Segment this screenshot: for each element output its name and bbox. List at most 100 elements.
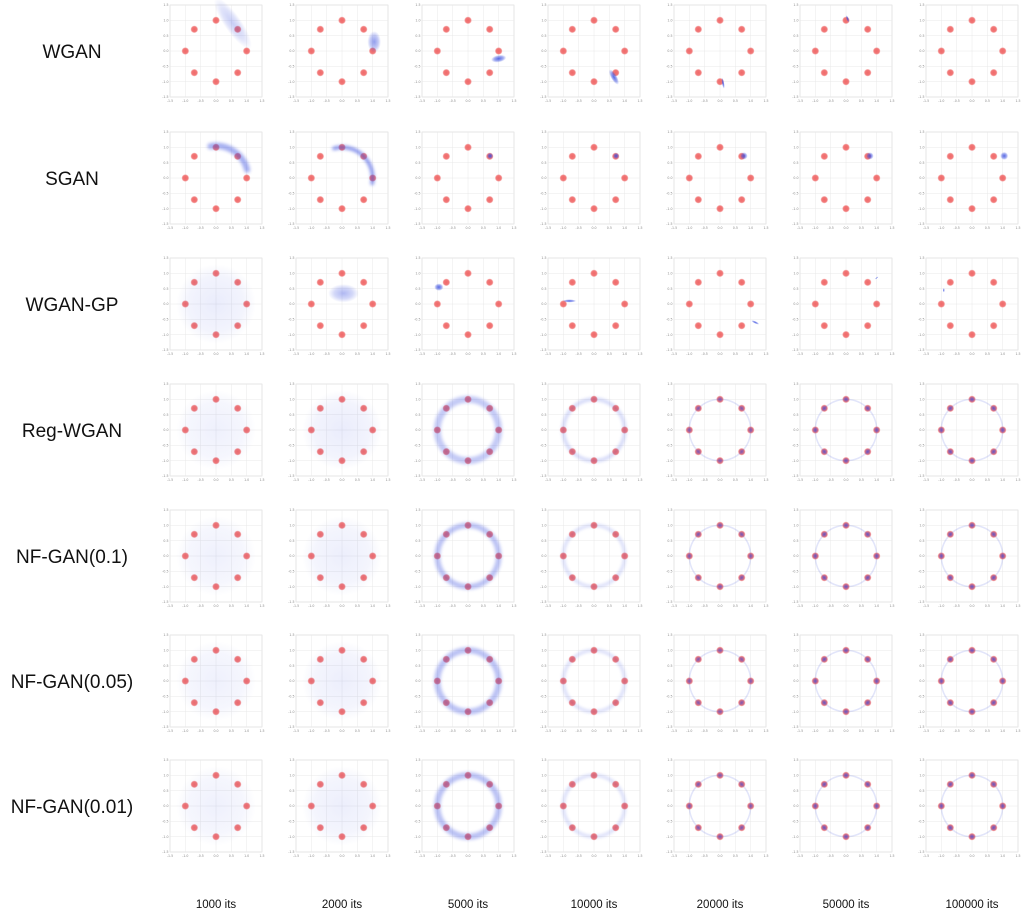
generated-sample-ring <box>562 774 626 838</box>
real-mode-point <box>820 152 828 160</box>
x-tick-label: 1.5 <box>637 604 642 608</box>
y-tick-label: -1.5 <box>162 725 168 729</box>
x-tick-label: -0.5 <box>828 478 834 482</box>
scatter-panel: -1.5 -1.0 -0.5 0.0 0.5 1.0 1.5 1.5 1.0 0.5 0.0 -0.5… <box>162 130 264 230</box>
y-tick-label: -1.0 <box>162 459 168 463</box>
y-tick-label: 1.0 <box>667 145 672 149</box>
real-mode-point <box>820 196 828 204</box>
real-mode-point <box>360 69 368 77</box>
y-tick-label: 0.0 <box>919 302 924 306</box>
x-tick-label: 1.5 <box>259 99 264 103</box>
scatter-panel: -1.5 -1.0 -0.5 0.0 0.5 1.0 1.5 1.5 1.0 0.5 0.0 -0.5… <box>918 508 1020 608</box>
generated-mode-point <box>821 699 828 706</box>
y-tick-label: -1.5 <box>918 95 924 99</box>
generated-sample-ring <box>434 647 502 715</box>
x-tick-label: -0.5 <box>198 604 204 608</box>
x-tick-label: 1.0 <box>496 352 501 356</box>
y-tick-label: -0.5 <box>162 317 168 321</box>
y-tick-label: -0.5 <box>414 317 420 321</box>
y-tick-label: -0.5 <box>414 191 420 195</box>
x-tick-label: 0.5 <box>733 604 738 608</box>
y-tick-label: 1.0 <box>163 773 168 777</box>
x-tick-label: 1.0 <box>622 352 627 356</box>
x-tick-label: 0.0 <box>213 604 218 608</box>
real-mode-point <box>968 77 976 86</box>
generated-mode-point <box>716 647 724 654</box>
x-tick-label: 0.0 <box>465 729 470 733</box>
x-tick-label: -1.0 <box>812 352 818 356</box>
x-tick-label: -1.0 <box>308 478 314 482</box>
y-tick-label: 0.5 <box>541 789 546 793</box>
x-tick-label: -1.0 <box>560 729 566 733</box>
real-mode-point <box>946 196 954 204</box>
real-mode-point <box>368 300 377 308</box>
x-tick-label: -1.0 <box>182 854 188 858</box>
real-mode-point <box>968 330 976 339</box>
x-tick-label: 1.5 <box>511 729 516 733</box>
y-tick-label: 0.5 <box>793 287 798 291</box>
y-tick-label: -0.5 <box>666 694 672 698</box>
real-mode-point <box>811 174 820 182</box>
y-tick-label: -1.5 <box>288 474 294 478</box>
generated-mode-point <box>990 699 997 706</box>
real-mode-point <box>694 152 702 160</box>
real-mode-point <box>872 47 881 55</box>
column-label: 1000 its <box>196 899 237 911</box>
scatter-panel: -1.5 -1.0 -0.5 0.0 0.5 1.0 1.5 1.5 1.0 0.5 0.0 -0.5… <box>288 130 390 230</box>
x-tick-label: 1.0 <box>1000 99 1005 103</box>
x-tick-label: -1.0 <box>560 352 566 356</box>
x-tick-label: -0.5 <box>198 226 204 230</box>
y-tick-label: 0.0 <box>289 679 294 683</box>
generated-mode-point <box>864 781 871 788</box>
scatter-panel: -1.5 -1.0 -0.5 0.0 0.5 1.0 1.5 1.5 1.0 0.5 0.0 -0.5… <box>162 382 264 482</box>
y-tick-label: 1.5 <box>289 3 294 7</box>
x-tick-label: 0.5 <box>985 729 990 733</box>
y-tick-label: 0.0 <box>163 176 168 180</box>
x-tick-label: 0.5 <box>607 99 612 103</box>
x-tick-label: -1.0 <box>560 854 566 858</box>
real-mode-point <box>316 196 324 204</box>
generated-mode-point <box>938 802 945 810</box>
x-tick-label: 1.0 <box>370 854 375 858</box>
x-tick-label: 1.5 <box>889 729 894 733</box>
y-tick-label: -0.5 <box>792 64 798 68</box>
x-tick-label: -1.5 <box>293 729 299 733</box>
y-tick-label: -0.5 <box>540 569 546 573</box>
scatter-panel: -1.5 -1.0 -0.5 0.0 0.5 1.0 1.5 1.5 1.0 0.5 0.0 -0.5… <box>792 256 894 356</box>
y-tick-label: 0.5 <box>919 287 924 291</box>
y-tick-label: 0.0 <box>541 49 546 53</box>
scatter-panel: -1.5 -1.0 -0.5 0.0 0.5 1.0 1.5 1.5 1.0 0.5 0.0 -0.5… <box>918 758 1020 858</box>
x-tick-label: 1.5 <box>637 226 642 230</box>
y-tick-label: -1.0 <box>162 80 168 84</box>
x-tick-label: 0.5 <box>481 478 486 482</box>
real-mode-point <box>946 69 954 77</box>
scatter-panel: -1.5 -1.0 -0.5 0.0 0.5 1.0 1.5 1.5 1.0 0.5 0.0 -0.5… <box>414 382 516 482</box>
y-tick-label: -1.0 <box>918 710 924 714</box>
generated-mode-point <box>821 531 828 538</box>
x-tick-label: -0.5 <box>576 478 582 482</box>
real-mode-point <box>360 322 368 330</box>
y-tick-label: -1.0 <box>162 333 168 337</box>
y-tick-label: -0.5 <box>414 64 420 68</box>
x-tick-label: -1.0 <box>686 478 692 482</box>
y-tick-label: -0.5 <box>666 191 672 195</box>
y-tick-label: 1.0 <box>289 773 294 777</box>
row-labels: WGAN SGAN WGAN-GP Reg-WGAN NF-GAN(0.1) NF-GAN… <box>11 42 133 818</box>
y-tick-label: -1.5 <box>540 600 546 604</box>
y-tick-label: 0.0 <box>919 428 924 432</box>
y-tick-label: 0.0 <box>793 302 798 306</box>
y-tick-label: -0.5 <box>288 819 294 823</box>
y-tick-label: -0.5 <box>792 317 798 321</box>
row-label: WGAN <box>42 42 101 63</box>
y-tick-label: -1.5 <box>288 95 294 99</box>
x-tick-label: -1.0 <box>560 478 566 482</box>
generated-mode-point <box>999 802 1006 810</box>
y-tick-label: -1.0 <box>666 333 672 337</box>
real-mode-point <box>316 152 324 160</box>
x-tick-label: 0.0 <box>591 729 596 733</box>
y-tick-label: -1.5 <box>414 725 420 729</box>
x-tick-label: 0.0 <box>591 352 596 356</box>
y-tick-label: 0.5 <box>919 161 924 165</box>
real-mode-point <box>494 300 503 308</box>
generated-mode-point <box>947 699 954 706</box>
